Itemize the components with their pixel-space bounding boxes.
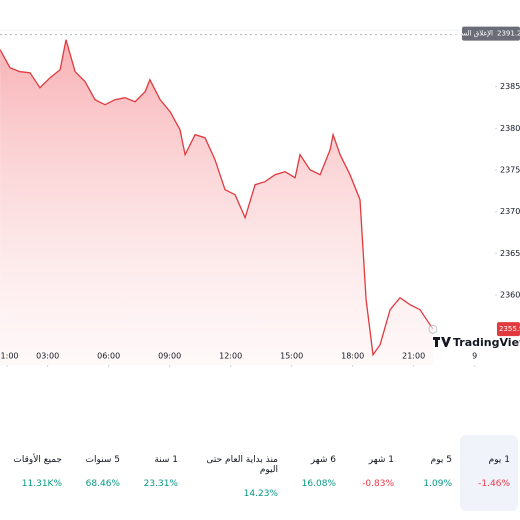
period-tab[interactable]: 1 يوم -1.46%	[460, 435, 518, 511]
period-tab[interactable]: 1 شهر -0.83%	[344, 435, 402, 511]
y-tick-label: 2365.00	[500, 249, 520, 258]
period-change: -1.46%	[478, 479, 510, 489]
last-point	[428, 324, 438, 334]
x-tick-label: 9	[472, 352, 477, 361]
period-label: 6 شهر	[310, 455, 336, 465]
x-tick-label: 06:00	[97, 352, 120, 361]
x-tick-label: 18:00	[341, 352, 364, 361]
period-change: -0.83%	[362, 479, 394, 489]
period-tab[interactable]: 6 شهر 16.08%	[286, 435, 344, 511]
period-change: 16.08%	[301, 479, 336, 489]
x-tick-label: 03:00	[36, 352, 59, 361]
period-label: 1 شهر	[368, 455, 394, 465]
chart: 2360.00 2365.00 2370.00 2375.00 2380.00 2385.…	[0, 26, 520, 367]
previous-close-badge	[462, 26, 520, 41]
x-tick-label: 12:00	[219, 352, 242, 361]
previous-close-value: 2391.24	[497, 30, 520, 38]
period-label: 1 سنة	[154, 455, 178, 465]
period-label: جميع الأوقات	[13, 455, 62, 465]
brand: TradingView	[453, 336, 520, 349]
period-tab[interactable]: جميع الأوقات 11.31K%	[12, 435, 70, 511]
period-change: 11.31K%	[21, 479, 62, 489]
period-label: منذ بداية العام حتى اليوم	[206, 455, 278, 475]
last-price-badge	[497, 322, 520, 337]
period-tabs: 1 يوم -1.46% 5 يوم 1.09% 1 شهر -0.83% 6 شهر 16.…	[0, 435, 518, 511]
period-tab[interactable]: 5 يوم 1.09%	[402, 435, 460, 511]
y-tick-label: 2370.00	[500, 207, 520, 216]
y-tick-label: 2360.00	[500, 291, 520, 300]
x-tick-label: 15:00	[280, 352, 303, 361]
y-tick-label: 2385.00	[500, 82, 520, 91]
y-tick-label: 2380.00	[500, 124, 520, 133]
last-price-label: 2355.90	[499, 325, 520, 333]
previous-close-label: الإغلاق السابق	[451, 30, 493, 38]
brand-logo-icon	[433, 337, 451, 347]
period-label: 5 يوم	[430, 455, 452, 465]
price-line	[0, 39, 434, 357]
period-change: 68.46%	[85, 479, 120, 489]
x-tick-label: 09:00	[158, 352, 181, 361]
x-tick-label: 01:00	[0, 352, 19, 361]
period-change: 14.23%	[243, 489, 278, 499]
x-tick-label: 21:00	[402, 352, 425, 361]
period-change: 23.31%	[143, 479, 178, 489]
period-change: 1.09%	[423, 479, 452, 489]
period-label: 5 سنوات	[85, 455, 120, 465]
period-tab[interactable]: 5 سنوات 68.46%	[70, 435, 128, 511]
period-tab[interactable]: منذ بداية العام حتى اليوم 14.23%	[186, 435, 286, 511]
period-tab[interactable]: 1 سنة 23.31%	[128, 435, 186, 511]
y-tick-label: 2375.00	[500, 166, 520, 175]
area-fill	[0, 39, 434, 365]
period-label: 1 يوم	[488, 455, 510, 465]
